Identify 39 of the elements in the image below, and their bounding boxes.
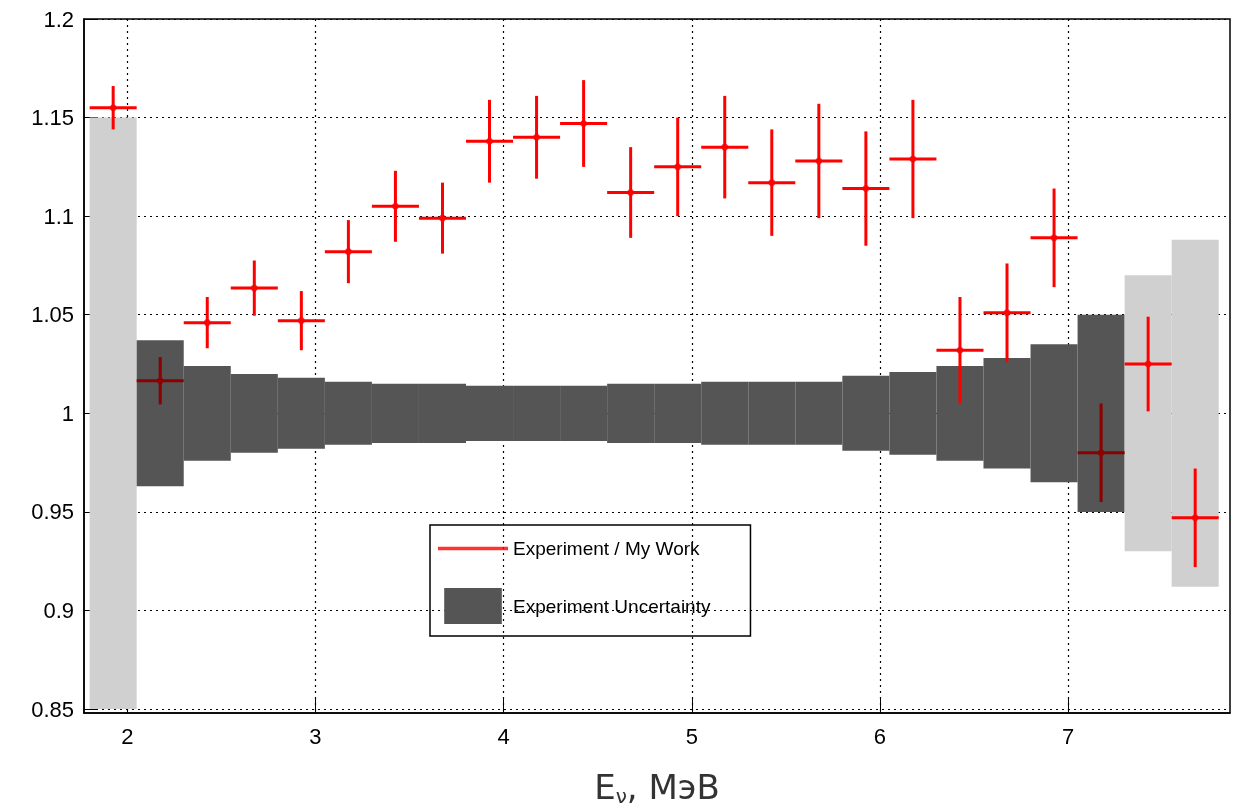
point — [203, 319, 211, 327]
x-tick-label: 5 — [685, 723, 698, 749]
bar — [89, 117, 137, 710]
point — [1050, 234, 1058, 242]
x-tick-label: 2 — [121, 723, 134, 749]
y-tick-label: 1.2 — [43, 6, 74, 32]
y-tick-label: 0.9 — [43, 597, 74, 623]
point — [815, 157, 823, 165]
x-tick-label: 3 — [309, 723, 322, 749]
point — [1003, 309, 1011, 317]
point — [862, 185, 870, 193]
point — [768, 179, 776, 187]
point — [674, 163, 682, 171]
point — [627, 189, 635, 196]
y-tick-label: 1 — [61, 400, 74, 426]
legend-label: Experiment Uncertainty — [513, 595, 711, 617]
point — [533, 133, 541, 141]
point — [297, 317, 305, 325]
point — [109, 104, 117, 112]
y-tick-label: 0.95 — [31, 499, 74, 525]
point — [344, 248, 352, 256]
point — [156, 377, 164, 385]
y-tick-label: 1.1 — [43, 203, 74, 229]
point — [721, 143, 729, 151]
point — [956, 346, 964, 354]
point — [438, 214, 446, 222]
point — [580, 120, 588, 127]
x-tick-label: 7 — [1062, 723, 1075, 749]
y-tick-label: 0.85 — [31, 696, 74, 722]
point — [486, 137, 494, 145]
x-tick-label: 4 — [497, 723, 510, 749]
point — [1097, 449, 1105, 457]
point — [250, 284, 258, 292]
point — [1191, 514, 1199, 522]
y-tick-label: 1.05 — [31, 302, 74, 328]
x-tick-label: 6 — [873, 723, 887, 749]
legend-label: Experiment / My Work — [513, 538, 701, 559]
y-tick-label: 1.15 — [31, 105, 74, 131]
point — [391, 202, 399, 210]
